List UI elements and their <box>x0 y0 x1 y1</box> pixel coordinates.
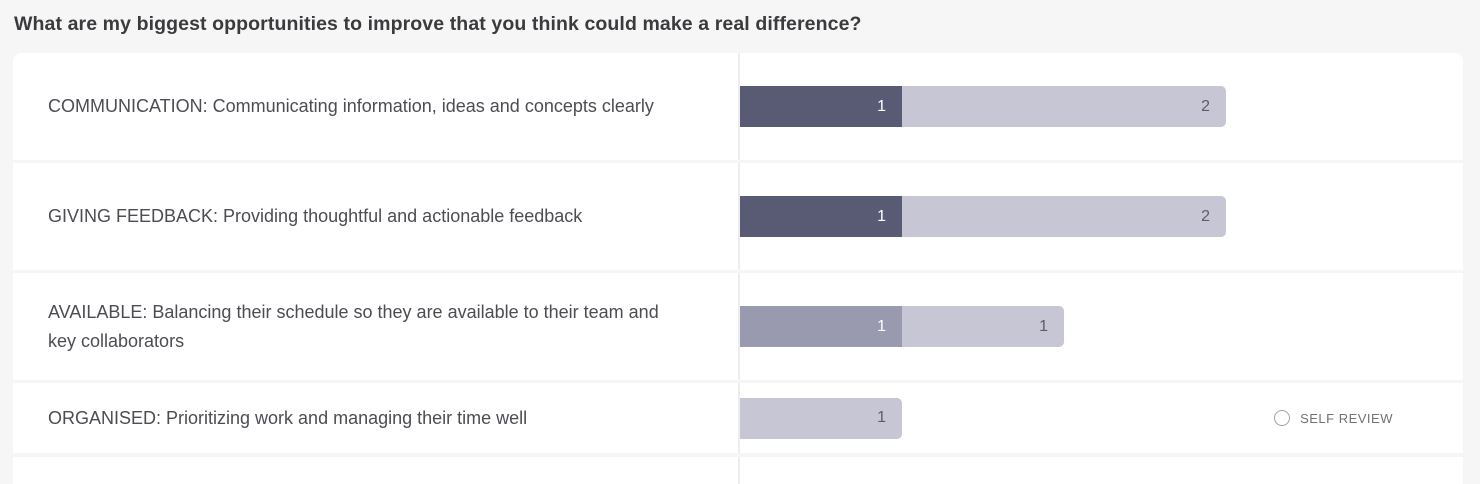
self-review-legend: SELF REVIEW <box>1274 410 1393 426</box>
row-bar-cell <box>738 457 1463 484</box>
question-title: What are my biggest opportunities to imp… <box>14 13 862 35</box>
row-bar-cell: 1 SELF REVIEW <box>738 383 1463 453</box>
table-row: ORGANISED: Prioritizing work and managin… <box>13 383 1463 453</box>
row-label: GIVING FEEDBACK: Providing thoughtful an… <box>48 206 583 226</box>
row-label: AVAILABLE: Balancing their schedule so t… <box>48 301 659 351</box>
self-review-label: SELF REVIEW <box>1300 410 1393 426</box>
row-label <box>13 457 738 484</box>
bar-segment-light: 2 <box>902 196 1226 237</box>
results-card: COMMUNICATION: Communicating information… <box>13 53 1463 484</box>
bar-segment-dark: 1 <box>740 196 902 237</box>
bar-segment-light: 1 <box>902 306 1064 347</box>
stacked-bar: 1 <box>740 397 902 439</box>
bar-segment-dark: 1 <box>740 86 902 127</box>
bar-segment-light: 2 <box>902 86 1226 127</box>
table-row-partial <box>13 457 1463 484</box>
table-row: GIVING FEEDBACK: Providing thoughtful an… <box>13 163 1463 270</box>
bar-segment-medium: 1 <box>740 306 902 347</box>
self-review-circle-icon <box>1274 410 1291 426</box>
results-rows: COMMUNICATION: Communicating information… <box>13 53 1463 453</box>
row-label: COMMUNICATION: Communicating information… <box>48 96 654 116</box>
bar-segment-light: 1 <box>740 397 902 439</box>
table-row: COMMUNICATION: Communicating information… <box>13 53 1463 160</box>
table-row: AVAILABLE: Balancing their schedule so t… <box>13 273 1463 380</box>
row-label: ORGANISED: Prioritizing work and managin… <box>48 407 528 428</box>
